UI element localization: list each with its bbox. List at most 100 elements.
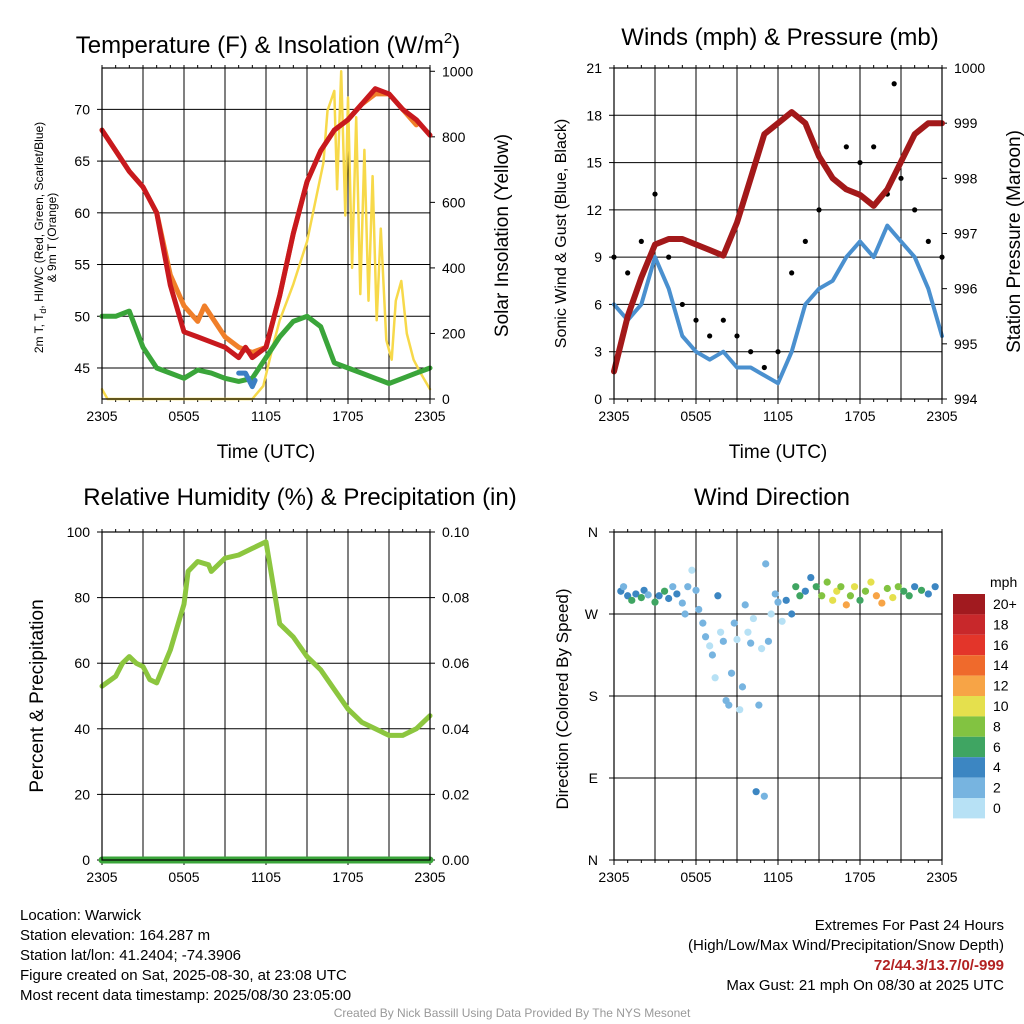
- y-tick-label: 80: [74, 590, 90, 606]
- direction-point: [655, 592, 663, 600]
- direction-point: [701, 633, 710, 641]
- direction-point: [637, 594, 645, 602]
- gust-point: [789, 270, 795, 276]
- y2-tick-label: 400: [442, 260, 466, 276]
- direction-point: [924, 590, 932, 598]
- direction-point: [733, 635, 741, 644]
- direction-point: [717, 628, 725, 636]
- x-tick-label: 0505: [168, 408, 199, 424]
- direction-point: [706, 642, 714, 650]
- x-tick-label: 1705: [332, 408, 363, 424]
- y-axis-label: 2m T, Td, HI/WC (Red, Green, Scarlet/Blu…: [32, 122, 59, 353]
- gust-point: [748, 349, 754, 355]
- legend-swatch: [953, 655, 985, 676]
- y-tick-label: 12: [586, 202, 602, 218]
- gust-point: [898, 175, 904, 181]
- direction-point: [755, 701, 763, 709]
- direction-point: [878, 599, 886, 607]
- y-tick-label: 0: [82, 852, 90, 868]
- direction-point: [711, 674, 719, 682]
- direction-point: [736, 706, 744, 714]
- extremes-title: Extremes For Past 24 Hours: [814, 917, 1004, 934]
- x-tick-label: 2305: [86, 408, 117, 424]
- gust-point: [891, 81, 897, 87]
- direction-point: [796, 592, 804, 600]
- direction-point: [747, 639, 755, 647]
- y2-tick-label: 0.08: [442, 590, 469, 606]
- plot-frame: [613, 531, 943, 861]
- gust-point: [734, 333, 740, 339]
- direction-point: [678, 599, 686, 607]
- direction-point: [760, 792, 768, 800]
- y-tick-label: 60: [74, 655, 90, 671]
- y-tick-label: E: [589, 770, 598, 786]
- direction-point: [905, 592, 913, 600]
- x-axis-label: Time (UTC): [729, 442, 828, 463]
- legend-title: mph: [990, 574, 1017, 590]
- y2-tick-label: 0.06: [442, 655, 469, 671]
- direction-point: [665, 594, 673, 603]
- y-tick-label: S: [589, 688, 598, 704]
- credit-text: Created By Nick Bassill Using Data Provi…: [333, 1006, 691, 1020]
- y-label-subscript: d: [38, 309, 48, 314]
- direction-point: [752, 788, 760, 796]
- direction-point: [758, 645, 766, 653]
- direction-point: [894, 583, 902, 591]
- y2-tick-label: 0.02: [442, 786, 469, 802]
- legend-label: 2: [993, 780, 1001, 796]
- x-tick-label: 2305: [414, 869, 445, 885]
- gust-point: [816, 207, 822, 213]
- gust-point: [720, 317, 726, 323]
- direction-point: [812, 583, 820, 591]
- legend-swatch: [953, 675, 985, 696]
- max-gust-text: Max Gust: 21 mph On 08/30 at 2025 UTC: [726, 977, 1004, 994]
- pressure-series-line: [611, 109, 945, 375]
- y-tick-label: 20: [74, 786, 90, 802]
- gust-point: [707, 333, 713, 339]
- rh-series-line: [99, 539, 433, 738]
- x-tick-label: 0505: [680, 869, 711, 885]
- y-tick-label: 6: [594, 296, 602, 312]
- y2-tick-label: 200: [442, 325, 466, 341]
- legend-label: 12: [993, 678, 1009, 694]
- y2-tick-label: 1000: [442, 63, 473, 79]
- y-axis-label: Percent & Precipitation: [27, 599, 48, 792]
- legend-swatch: [953, 696, 985, 717]
- y2-tick-label: 0.10: [442, 524, 469, 540]
- station-info: Location: Warwick Station elevation: 164…: [20, 906, 351, 1006]
- x-tick-label: 2305: [598, 869, 629, 885]
- legend-swatch: [953, 736, 985, 758]
- direction-point: [651, 598, 659, 606]
- direction-point: [725, 701, 733, 709]
- direction-point: [931, 583, 939, 591]
- gust-point: [925, 238, 931, 244]
- direction-point: [714, 592, 722, 600]
- y-tick-label: 50: [74, 308, 90, 324]
- direction-point: [708, 651, 717, 659]
- y-tick-label: N: [588, 524, 598, 540]
- x-tick-label: 1705: [332, 869, 363, 885]
- legend-label: 0: [993, 800, 1001, 816]
- y2-tick-label: 0.00: [442, 852, 469, 868]
- legend-swatch: [953, 634, 985, 656]
- y-label-part: , HI/WC (Red, Green, Scarlet/Blue): [32, 122, 46, 309]
- y-tick-label: 60: [74, 205, 90, 221]
- direction-point: [699, 619, 707, 627]
- gust-point: [802, 238, 808, 244]
- direction-point: [846, 592, 855, 600]
- y-tick-label: N: [588, 852, 598, 868]
- x-tick-label: 2305: [598, 408, 629, 424]
- direction-point: [856, 596, 864, 604]
- y-axis-label-line2: & 9m T (Orange): [45, 193, 59, 283]
- y2-tick-label: 998: [954, 170, 978, 186]
- direction-point: [788, 610, 796, 618]
- y-tick-label: 45: [74, 360, 90, 376]
- extremes-values: 72/44.3/13.7/0/-999: [873, 957, 1004, 974]
- direction-point: [719, 637, 727, 645]
- latlon-text: Station lat/lon: 41.2404; -74.3906: [20, 947, 242, 964]
- direction-point: [883, 584, 891, 593]
- gust-point: [775, 349, 781, 355]
- direction-point: [801, 587, 809, 595]
- y2-tick-label: 997: [954, 226, 978, 242]
